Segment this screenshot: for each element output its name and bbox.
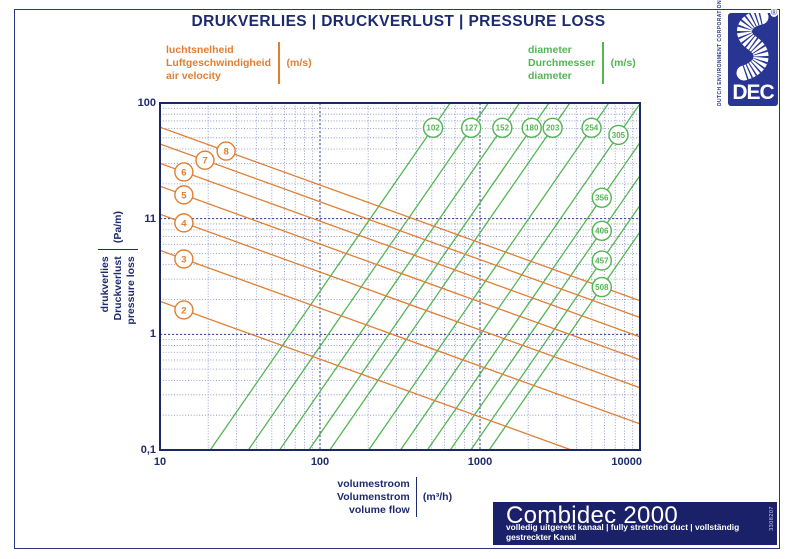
diameter-line-102: [209, 103, 451, 450]
line-label-text: 508: [595, 283, 609, 292]
x-tick-100: 100: [310, 456, 330, 468]
x-tick-10000: 10000: [611, 456, 642, 468]
line-label-circle: [174, 162, 194, 182]
grid: [160, 103, 641, 450]
page-title: DRUKVERLIES | DRUCKVERLUST | PRESSURE LO…: [191, 13, 606, 30]
axis-label-divider: [415, 477, 417, 517]
diameter-line-508: [488, 231, 640, 450]
y-axis-unit: (Pa/m): [112, 211, 124, 244]
line-label-text: 180: [525, 124, 539, 133]
x-axis-label-text: volumestroom Volumenstrom volume flow: [337, 477, 410, 516]
legend-air-velocity: luchtsnelheid Luftgeschwindigheid air ve…: [166, 42, 312, 84]
legend-diameter-unit: (m/s): [610, 57, 636, 69]
line-label-circle: [422, 117, 444, 139]
y-tick-1: 1: [149, 328, 156, 340]
line-label-text: 8: [223, 147, 228, 158]
velocity-line-6: [160, 162, 640, 338]
legend-diameter: diameter Durchmesser diameter (m/s): [528, 42, 636, 84]
line-label-circle: [174, 185, 194, 205]
line-label-text: 305: [612, 131, 626, 140]
product-banner: Combidec 2000 volledig uitgerekt kanaal …: [493, 502, 777, 545]
line-label-circle: [460, 117, 482, 139]
legend-air-velocity-unit: (m/s): [286, 57, 312, 69]
diameter-line-180: [308, 103, 550, 450]
series-lines: [160, 103, 640, 450]
velocity-line-5: [160, 185, 640, 361]
document-code: 3308207: [769, 506, 775, 531]
line-label-circle: [216, 141, 236, 161]
velocity-line-2: [160, 300, 572, 450]
line-label-text: 152: [496, 124, 510, 133]
line-label-text: 254: [585, 124, 599, 133]
line-label-circle: [581, 117, 602, 139]
line-label-circle: [174, 213, 194, 233]
y-tick-100: 100: [137, 97, 156, 109]
diameter-line-254: [368, 103, 610, 450]
line-label-text: 102: [426, 124, 440, 133]
line-label-circle: [492, 117, 513, 139]
line-label-circle: [608, 124, 629, 146]
diameter-line-356: [426, 142, 640, 450]
y-axis-label: drukverlies Druckverlust pressure loss (…: [98, 211, 138, 333]
y-axis-label-text: drukverlies Druckverlust pressure loss: [98, 256, 137, 325]
line-label-circle: [591, 220, 613, 242]
diameter-line-305: [399, 103, 640, 450]
product-name: Combidec 2000: [506, 502, 679, 529]
diameter-line-406: [449, 175, 640, 450]
diameter-line-203: [329, 103, 571, 450]
logo-brand: DEC: [732, 81, 774, 104]
line-label-text: 127: [464, 124, 478, 133]
line-labels: 2 3 4 5 6 7 8 102 127 152 180 203 254 305 356 406 457 508: [174, 117, 629, 320]
line-label-circle: [542, 117, 563, 139]
y-tick-0-1: 0,1: [140, 444, 156, 456]
line-label-circle: [521, 117, 542, 139]
line-label-text: 3: [181, 254, 186, 265]
line-label-text: 7: [202, 156, 207, 167]
flexible-duct-icon: [736, 9, 769, 81]
line-label-circle: [591, 276, 613, 298]
legend-divider: [278, 42, 280, 84]
axis-label-divider: [98, 249, 138, 251]
registered-trademark-icon: ®: [770, 8, 778, 17]
legend-divider: [602, 42, 604, 84]
line-label-circle: [591, 187, 613, 209]
line-label-text: 2: [181, 305, 186, 316]
line-label-text: 6: [181, 167, 186, 178]
dec-logo: DEC: [728, 9, 778, 106]
logo-company-text: DUTCH ENVIRONMENT CORPORATION: [717, 0, 723, 106]
line-label-text: 203: [546, 124, 560, 133]
line-label-circle: [195, 150, 215, 170]
x-tick-1000: 1000: [467, 456, 493, 468]
line-label-text: 356: [595, 194, 609, 203]
x-axis-label: volumestroom Volumenstrom volume flow (m…: [337, 477, 452, 517]
legend-diameter-text: diameter Durchmesser diameter: [528, 43, 596, 82]
x-tick-10: 10: [153, 456, 167, 468]
velocity-line-4: [160, 213, 640, 389]
line-label-text: 5: [181, 190, 187, 201]
legend-air-velocity-text: luchtsnelheid Luftgeschwindigheid air ve…: [166, 43, 271, 82]
x-axis-unit: (m³/h): [422, 491, 453, 503]
line-label-text: 4: [181, 218, 187, 229]
velocity-line-3: [160, 249, 640, 425]
velocity-line-7: [160, 143, 640, 319]
line-label-text: 406: [595, 227, 609, 236]
line-label-circle: [591, 250, 613, 271]
velocity-line-8: [160, 126, 640, 302]
line-label-circle: [174, 249, 194, 269]
y-tick-10: 11: [144, 213, 156, 225]
diameter-line-127: [247, 103, 489, 450]
product-subtitle: volledig uitgerekt kanaal | fully stretc…: [506, 522, 740, 542]
line-label-text: 457: [595, 256, 609, 265]
line-label-circle: [174, 300, 194, 320]
plot-border: [159, 102, 641, 451]
diameter-line-457: [470, 204, 640, 450]
diameter-line-152: [279, 103, 521, 450]
